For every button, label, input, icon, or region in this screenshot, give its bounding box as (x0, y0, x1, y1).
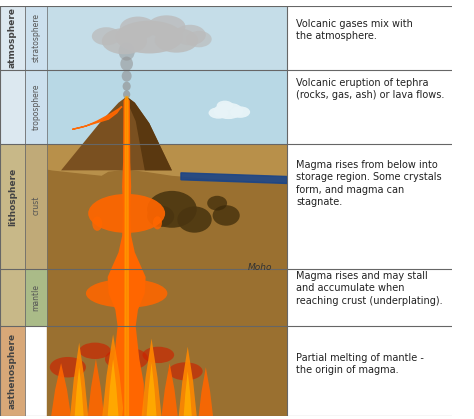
Bar (47, 70, 287, 144)
Ellipse shape (118, 42, 135, 61)
Polygon shape (142, 339, 162, 416)
Ellipse shape (79, 343, 111, 359)
Text: Volcanic gases mix with
the atmosphere.: Volcanic gases mix with the atmosphere. (296, 18, 413, 41)
Polygon shape (47, 171, 287, 416)
Polygon shape (183, 371, 192, 416)
Bar (47, 6, 287, 70)
Ellipse shape (120, 17, 156, 39)
Ellipse shape (92, 27, 121, 45)
Bar (47, 326, 287, 416)
Ellipse shape (186, 31, 212, 47)
Text: troposphere: troposphere (32, 83, 41, 130)
Polygon shape (108, 96, 146, 416)
Polygon shape (88, 359, 104, 416)
Ellipse shape (105, 347, 148, 370)
Ellipse shape (153, 216, 162, 230)
Bar (25, 70, 47, 144)
Bar (0, 144, 25, 326)
Text: Magma rises and may stall
and accumulate when
reaching crust (underplating).: Magma rises and may stall and accumulate… (296, 271, 443, 305)
Ellipse shape (217, 101, 233, 111)
Bar (25, 144, 47, 269)
Polygon shape (108, 359, 118, 416)
Ellipse shape (147, 191, 197, 228)
Ellipse shape (147, 206, 174, 227)
Ellipse shape (177, 207, 212, 233)
Polygon shape (51, 363, 71, 416)
Polygon shape (127, 96, 172, 171)
Text: stratosphere: stratosphere (32, 13, 41, 62)
Polygon shape (181, 173, 287, 184)
Ellipse shape (230, 106, 250, 118)
Ellipse shape (147, 16, 185, 38)
Ellipse shape (207, 196, 227, 210)
Polygon shape (162, 363, 178, 416)
Bar (47, 144, 287, 269)
Ellipse shape (115, 21, 183, 54)
Ellipse shape (123, 82, 131, 91)
Ellipse shape (213, 205, 240, 226)
Polygon shape (122, 355, 140, 416)
Polygon shape (199, 367, 213, 416)
Ellipse shape (174, 25, 206, 45)
Polygon shape (102, 334, 124, 416)
Ellipse shape (120, 57, 133, 71)
Polygon shape (179, 347, 197, 416)
Polygon shape (73, 107, 122, 129)
Ellipse shape (143, 347, 174, 363)
Ellipse shape (155, 28, 198, 53)
Ellipse shape (123, 91, 130, 98)
Polygon shape (125, 96, 128, 416)
Text: atmosphere: atmosphere (8, 7, 17, 67)
Text: asthenosphere: asthenosphere (8, 333, 17, 409)
Polygon shape (70, 343, 88, 416)
Bar (25, 269, 47, 326)
Text: Partial melting of mantle -
the origin of magma.: Partial melting of mantle - the origin o… (296, 353, 424, 375)
Text: Moho: Moho (248, 263, 273, 272)
Ellipse shape (92, 217, 102, 231)
Ellipse shape (50, 357, 86, 378)
Bar (0, 6, 25, 144)
Ellipse shape (209, 107, 228, 119)
Ellipse shape (214, 103, 243, 119)
Polygon shape (146, 363, 156, 416)
Ellipse shape (86, 279, 167, 308)
Bar (47, 269, 287, 326)
Ellipse shape (168, 362, 203, 380)
Text: mantle: mantle (32, 284, 41, 311)
Text: crust: crust (32, 196, 41, 215)
Bar (0, 326, 25, 416)
Bar (25, 6, 47, 70)
Ellipse shape (102, 28, 147, 54)
Polygon shape (74, 367, 84, 416)
Text: Volcanic eruption of tephra
(rocks, gas, ash) or lava flows.: Volcanic eruption of tephra (rocks, gas,… (296, 78, 445, 101)
Ellipse shape (88, 194, 165, 233)
Text: lithosphere: lithosphere (8, 168, 17, 226)
Text: Magma rises from below into
storage region. Some crystals
form, and magma can
st: Magma rises from below into storage regi… (296, 160, 442, 207)
Polygon shape (61, 96, 172, 171)
Ellipse shape (122, 70, 132, 82)
